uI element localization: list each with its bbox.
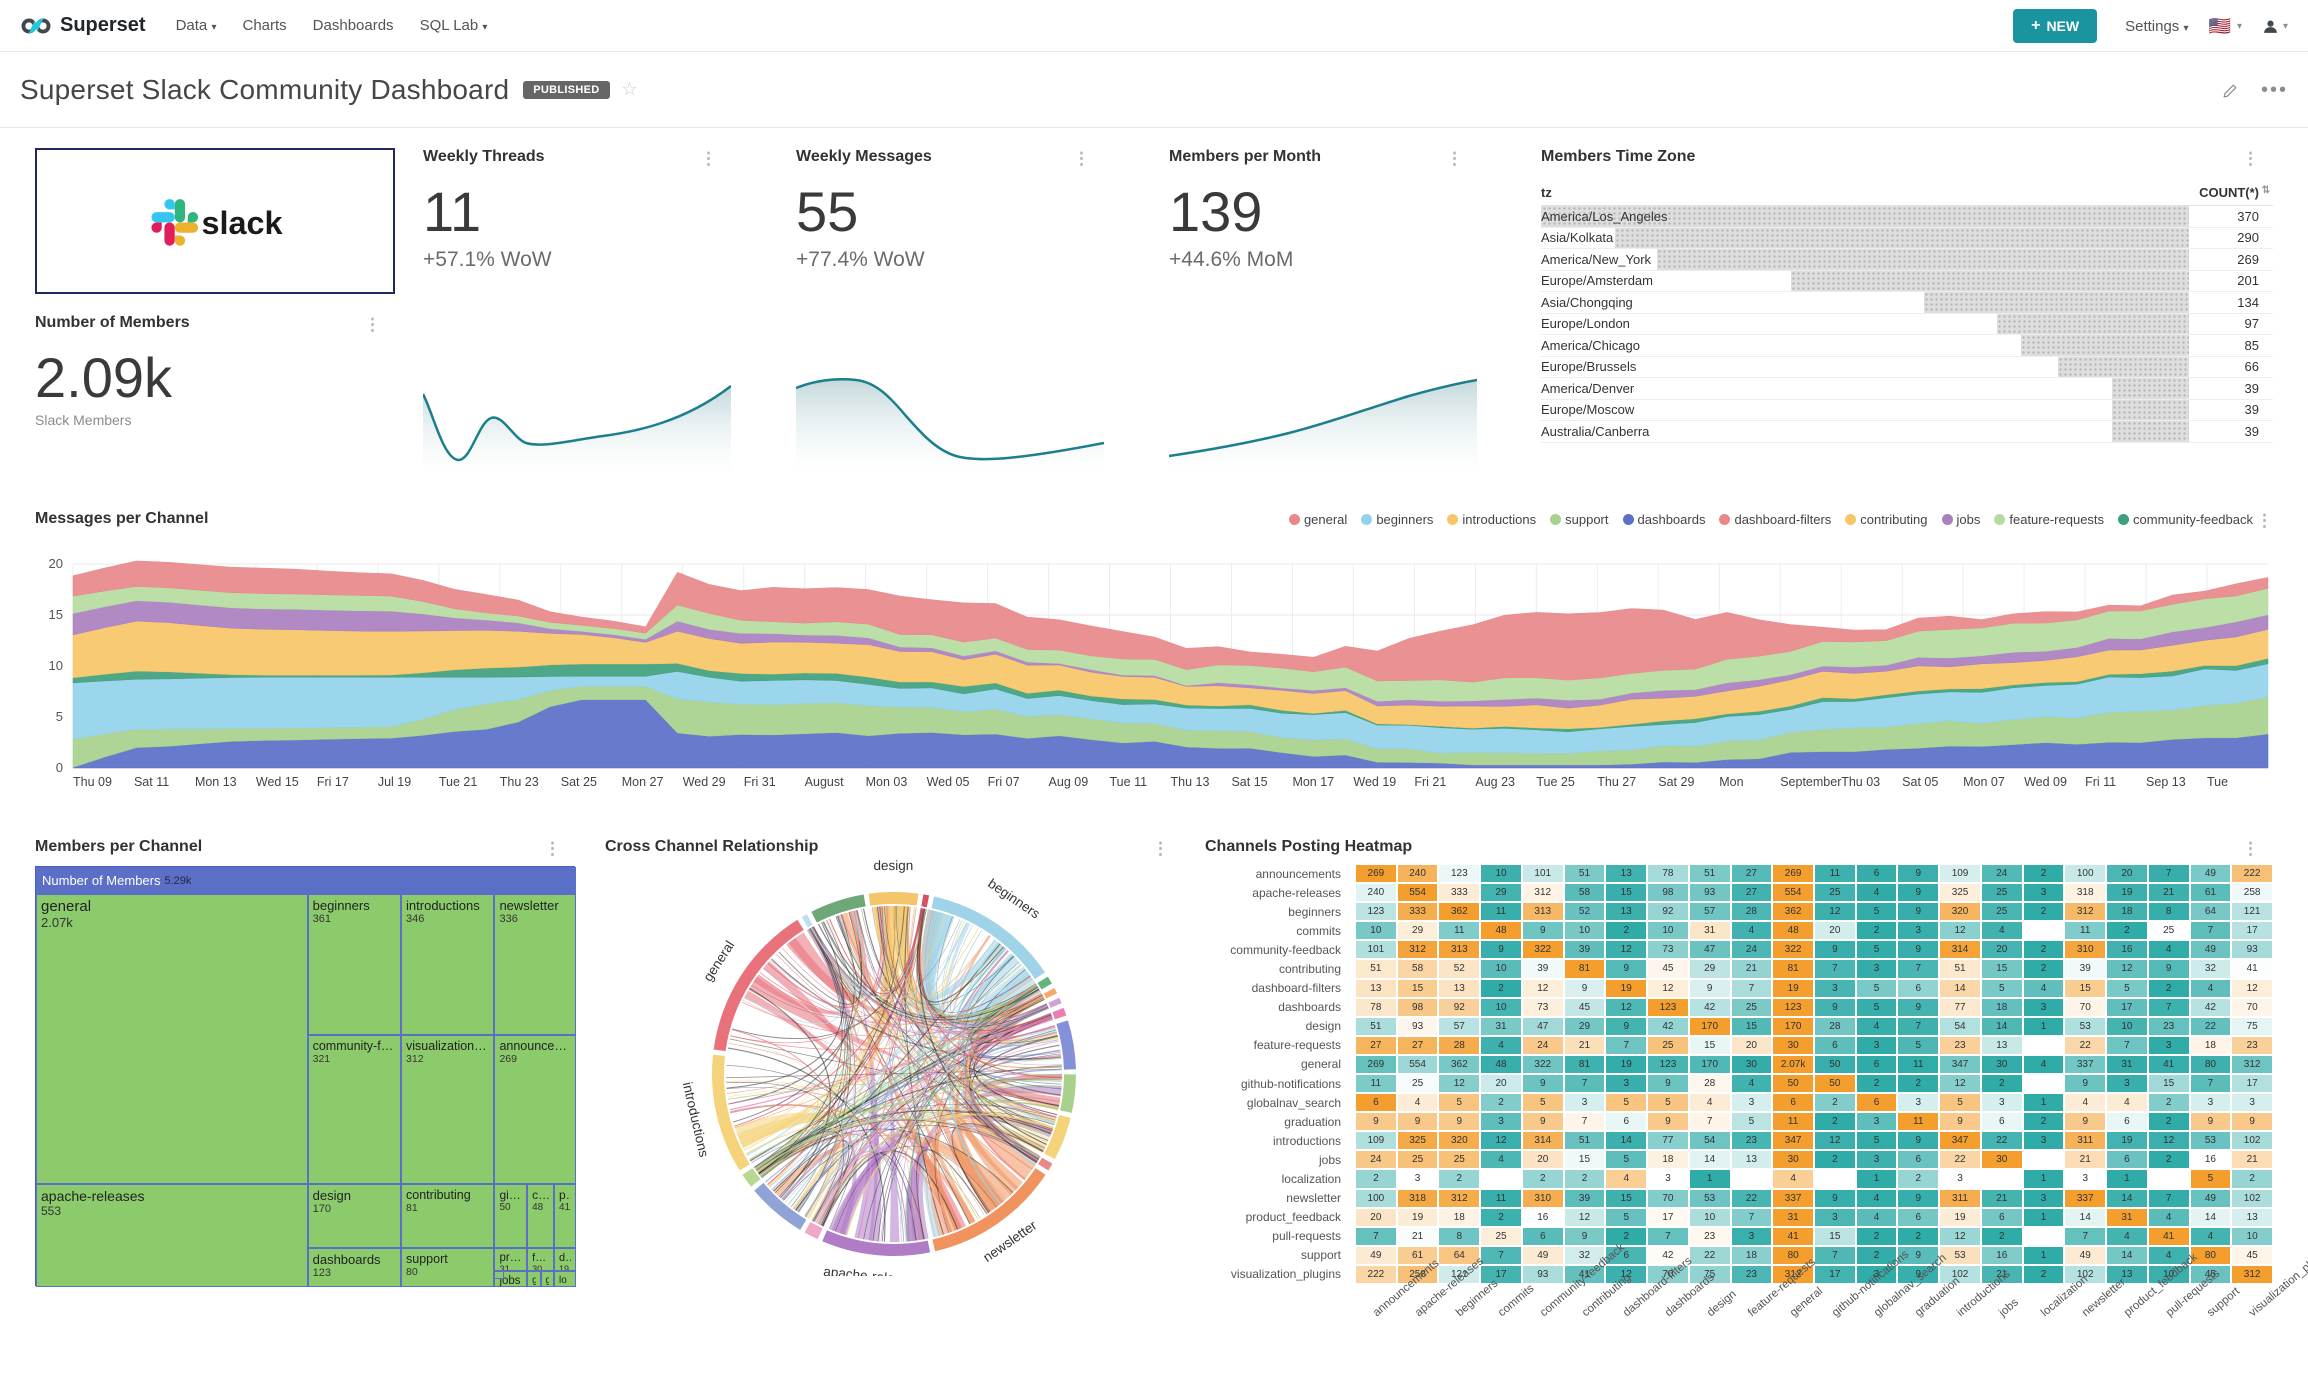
- svg-text:Mon 03: Mon 03: [866, 775, 908, 789]
- svg-text:Sat 15: Sat 15: [1231, 775, 1267, 789]
- svg-text:Jul 19: Jul 19: [378, 775, 411, 789]
- svg-text:Tue 25: Tue 25: [1536, 775, 1575, 789]
- svg-text:Sat 25: Sat 25: [561, 775, 597, 789]
- svg-text:15: 15: [49, 607, 63, 622]
- svg-text:5: 5: [56, 709, 63, 724]
- svg-text:Tue: Tue: [2207, 775, 2228, 789]
- svg-text:Fri 31: Fri 31: [744, 775, 776, 789]
- svg-text:10: 10: [49, 658, 63, 673]
- svg-text:August: August: [805, 775, 844, 789]
- svg-text:introductions: introductions: [680, 1081, 712, 1159]
- svg-text:Tue 11: Tue 11: [1110, 775, 1148, 789]
- svg-text:Wed 05: Wed 05: [927, 775, 970, 789]
- svg-text:September: September: [1780, 775, 1841, 789]
- svg-text:Sat 11: Sat 11: [134, 775, 169, 789]
- svg-text:Sat 29: Sat 29: [1658, 775, 1694, 789]
- svg-text:Mon 27: Mon 27: [622, 775, 664, 789]
- svg-text:Thu 13: Thu 13: [1171, 775, 1210, 789]
- svg-text:Thu 23: Thu 23: [500, 775, 539, 789]
- svg-text:Mon 13: Mon 13: [195, 775, 237, 789]
- svg-text:Thu 27: Thu 27: [1597, 775, 1636, 789]
- svg-text:Thu 09: Thu 09: [73, 775, 112, 789]
- svg-text:20: 20: [49, 556, 63, 571]
- svg-text:Fri 11: Fri 11: [2085, 775, 2116, 789]
- svg-text:Mon: Mon: [1719, 775, 1743, 789]
- svg-text:Fri 21: Fri 21: [1414, 775, 1446, 789]
- svg-text:Wed 19: Wed 19: [1353, 775, 1396, 789]
- svg-text:Wed 29: Wed 29: [683, 775, 726, 789]
- svg-text:Sat 05: Sat 05: [1902, 775, 1938, 789]
- svg-text:Aug 23: Aug 23: [1475, 775, 1515, 789]
- svg-text:beginners: beginners: [985, 876, 1043, 922]
- svg-text:Thu 03: Thu 03: [1841, 775, 1880, 789]
- svg-text:Wed 09: Wed 09: [2024, 775, 2067, 789]
- svg-text:Mon 07: Mon 07: [1963, 775, 2005, 789]
- svg-text:Aug 09: Aug 09: [1049, 775, 1089, 789]
- svg-text:0: 0: [56, 760, 63, 775]
- svg-text:Fri 07: Fri 07: [988, 775, 1020, 789]
- svg-text:apache-releases: apache-releases: [823, 1264, 924, 1276]
- svg-text:Mon 17: Mon 17: [1292, 775, 1334, 789]
- svg-text:slack: slack: [202, 205, 284, 241]
- svg-text:Sep 13: Sep 13: [2146, 775, 2186, 789]
- svg-text:Tue 21: Tue 21: [439, 775, 478, 789]
- svg-text:design: design: [873, 858, 913, 873]
- svg-text:Fri 17: Fri 17: [317, 775, 349, 789]
- svg-text:Wed 15: Wed 15: [256, 775, 299, 789]
- svg-text:general: general: [700, 938, 737, 984]
